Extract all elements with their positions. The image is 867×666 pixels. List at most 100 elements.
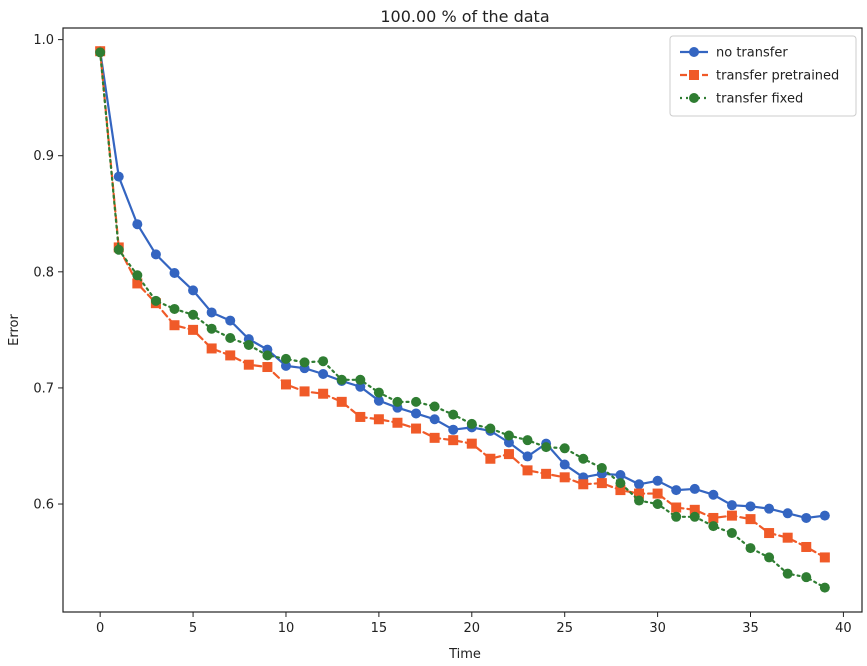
- data-point: [373, 395, 384, 406]
- data-point: [726, 510, 737, 521]
- data-point: [336, 396, 347, 407]
- data-point: [671, 502, 682, 513]
- x-tick-label: 40: [835, 621, 852, 636]
- data-point: [132, 270, 143, 281]
- data-point: [188, 324, 199, 335]
- x-tick-label: 0: [96, 621, 104, 636]
- data-point: [522, 465, 533, 476]
- legend-label: no transfer: [716, 46, 788, 61]
- data-point: [503, 437, 514, 448]
- data-point: [708, 521, 719, 532]
- data-point: [782, 532, 793, 543]
- y-tick-label: 0.9: [33, 149, 54, 164]
- data-point: [206, 323, 217, 334]
- x-tick-label: 20: [464, 621, 481, 636]
- data-point: [745, 501, 756, 512]
- x-tick-label: 10: [278, 621, 295, 636]
- data-point: [819, 552, 830, 563]
- series-transfer-pretrained: [95, 46, 830, 563]
- data-point: [801, 572, 812, 583]
- data-point: [373, 414, 384, 425]
- legend-label: transfer fixed: [716, 92, 803, 107]
- data-point: [541, 442, 552, 453]
- data-point: [819, 582, 830, 593]
- data-point: [689, 504, 700, 515]
- data-point: [466, 418, 477, 429]
- data-point: [243, 359, 254, 370]
- data-point: [764, 528, 775, 539]
- data-point: [578, 453, 589, 464]
- x-tick-label: 30: [649, 621, 666, 636]
- data-point: [448, 435, 459, 446]
- data-point: [819, 510, 830, 521]
- series-transfer-fixed: [95, 47, 830, 593]
- data-point: [411, 396, 422, 407]
- plot-frame: [62, 27, 863, 613]
- data-point: [559, 472, 570, 483]
- data-point: [801, 512, 812, 523]
- data-point: [726, 528, 737, 539]
- data-point: [522, 435, 533, 446]
- data-point: [280, 360, 291, 371]
- data-point: [615, 478, 626, 489]
- data-point: [392, 417, 403, 428]
- data-point: [132, 219, 143, 230]
- data-point: [448, 424, 459, 435]
- data-point: [169, 320, 180, 331]
- data-point: [299, 386, 310, 397]
- data-point: [299, 357, 310, 368]
- data-point: [113, 171, 124, 182]
- data-point: [708, 489, 719, 500]
- data-point: [503, 449, 514, 460]
- legend-item: transfer fixed: [680, 92, 803, 107]
- series-line: [99, 50, 826, 520]
- data-point: [225, 315, 236, 326]
- data-point: [411, 423, 422, 434]
- chart-title: 100.00 % of the data: [380, 7, 549, 26]
- data-point: [188, 309, 199, 320]
- data-point: [652, 499, 663, 510]
- data-point: [373, 387, 384, 398]
- data-point: [280, 353, 291, 364]
- data-point: [726, 500, 737, 511]
- data-point: [485, 423, 496, 434]
- data-point: [225, 350, 236, 361]
- y-tick-label: 0.6: [33, 498, 54, 513]
- data-point: [429, 432, 440, 443]
- data-point: [225, 332, 236, 343]
- data-point: [95, 47, 106, 58]
- data-point: [652, 475, 663, 486]
- y-axis-label: Error: [7, 314, 22, 346]
- data-point: [355, 411, 366, 422]
- x-axis-label: Time: [448, 647, 481, 662]
- data-point: [671, 485, 682, 496]
- data-point: [764, 503, 775, 514]
- y-tick-label: 0.7: [33, 381, 54, 396]
- data-point: [169, 303, 180, 314]
- data-point: [634, 479, 645, 490]
- data-point: [559, 459, 570, 470]
- data-point: [541, 468, 552, 479]
- data-point: [652, 488, 663, 499]
- data-point: [318, 368, 329, 379]
- x-tick-label: 5: [189, 621, 197, 636]
- data-point: [336, 374, 347, 385]
- data-point: [634, 488, 645, 499]
- data-point: [411, 408, 422, 419]
- legend-box: [669, 35, 857, 117]
- series-no-transfer: [95, 46, 830, 523]
- data-point: [448, 409, 459, 420]
- legend-item: no transfer: [680, 46, 788, 61]
- data-point: [782, 508, 793, 519]
- series-line: [99, 51, 826, 589]
- data-point: [280, 379, 291, 390]
- data-point: [503, 430, 514, 441]
- data-point: [745, 543, 756, 554]
- series-line: [99, 50, 826, 559]
- data-point: [745, 514, 756, 525]
- data-point: [596, 463, 607, 474]
- data-point: [801, 541, 812, 552]
- data-point: [150, 249, 161, 260]
- data-point: [262, 350, 273, 361]
- data-point: [392, 396, 403, 407]
